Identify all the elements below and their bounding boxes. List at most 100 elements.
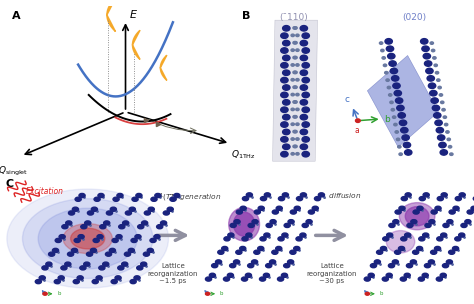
Circle shape [272, 210, 278, 214]
Circle shape [422, 46, 429, 51]
Text: (¯110): (¯110) [280, 13, 308, 22]
Circle shape [300, 233, 306, 237]
Circle shape [156, 225, 163, 229]
Circle shape [434, 64, 438, 67]
Circle shape [223, 277, 229, 281]
Circle shape [449, 210, 455, 214]
Circle shape [94, 197, 100, 201]
Circle shape [293, 86, 296, 88]
Circle shape [129, 207, 136, 211]
Circle shape [264, 233, 270, 237]
Circle shape [436, 277, 442, 281]
Circle shape [423, 233, 429, 237]
Circle shape [450, 153, 453, 155]
Circle shape [118, 225, 125, 229]
Circle shape [393, 219, 399, 224]
Circle shape [281, 136, 288, 142]
Circle shape [398, 113, 405, 118]
Circle shape [241, 277, 247, 281]
Circle shape [234, 219, 240, 224]
Circle shape [404, 273, 410, 277]
Circle shape [293, 116, 296, 118]
Circle shape [296, 64, 299, 66]
Circle shape [389, 94, 392, 96]
Circle shape [85, 221, 91, 225]
Circle shape [394, 91, 401, 96]
Circle shape [401, 237, 407, 241]
Circle shape [278, 197, 284, 201]
Circle shape [388, 54, 395, 59]
Circle shape [382, 277, 388, 281]
Circle shape [383, 64, 387, 67]
Circle shape [290, 210, 296, 214]
Text: b: b [380, 291, 383, 296]
Circle shape [248, 223, 254, 227]
Circle shape [282, 273, 288, 277]
Circle shape [302, 78, 310, 83]
Circle shape [440, 273, 447, 277]
Circle shape [260, 197, 266, 201]
Circle shape [283, 55, 290, 61]
Circle shape [293, 56, 296, 59]
Circle shape [294, 86, 297, 88]
Circle shape [296, 108, 299, 111]
Circle shape [302, 33, 310, 38]
Circle shape [42, 266, 48, 270]
Circle shape [388, 264, 394, 268]
Circle shape [437, 197, 443, 201]
Circle shape [447, 260, 453, 264]
Circle shape [448, 146, 452, 148]
Circle shape [53, 248, 59, 253]
Circle shape [125, 211, 131, 215]
Circle shape [376, 250, 383, 254]
Circle shape [393, 83, 400, 88]
Circle shape [399, 153, 402, 155]
Circle shape [471, 206, 474, 210]
Circle shape [97, 235, 103, 239]
Circle shape [381, 49, 384, 52]
Circle shape [423, 193, 429, 197]
Circle shape [423, 54, 430, 59]
Circle shape [387, 86, 391, 89]
Circle shape [441, 233, 447, 237]
Text: b: b [384, 115, 390, 124]
Circle shape [441, 193, 447, 197]
Circle shape [147, 248, 154, 253]
Circle shape [258, 247, 264, 250]
Circle shape [467, 210, 473, 214]
Circle shape [291, 153, 294, 155]
Text: $^1(TT)$ generation: $^1(TT)$ generation [159, 192, 221, 204]
Circle shape [448, 250, 455, 254]
Circle shape [163, 211, 169, 215]
Circle shape [254, 250, 260, 254]
Circle shape [77, 276, 83, 280]
Circle shape [123, 221, 129, 225]
Circle shape [294, 116, 297, 118]
Circle shape [84, 262, 90, 266]
Ellipse shape [23, 199, 153, 278]
Circle shape [294, 71, 297, 74]
Circle shape [93, 238, 99, 243]
Circle shape [459, 193, 465, 197]
Circle shape [300, 40, 308, 46]
Circle shape [419, 197, 425, 201]
Circle shape [429, 91, 437, 96]
Circle shape [433, 57, 436, 59]
Circle shape [403, 142, 410, 148]
Circle shape [206, 292, 210, 295]
Circle shape [122, 262, 128, 266]
Circle shape [312, 206, 319, 210]
Circle shape [300, 114, 308, 120]
Circle shape [389, 61, 396, 66]
Circle shape [242, 197, 248, 201]
Circle shape [74, 238, 80, 243]
Circle shape [441, 101, 444, 104]
Circle shape [401, 127, 408, 133]
Circle shape [283, 70, 290, 75]
Circle shape [447, 219, 453, 224]
Circle shape [59, 235, 65, 239]
Circle shape [385, 71, 388, 74]
Circle shape [137, 266, 143, 270]
Circle shape [99, 266, 105, 270]
Circle shape [167, 207, 173, 211]
